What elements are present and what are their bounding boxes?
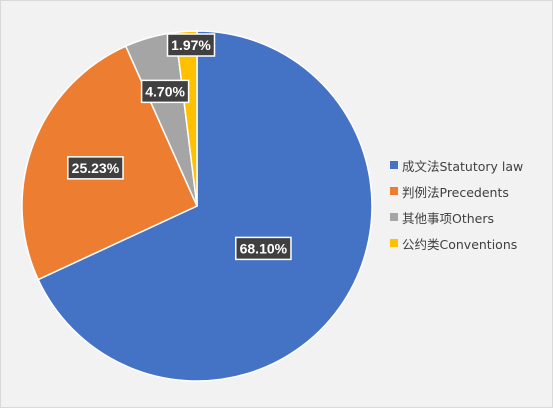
- legend-swatch-conventions: [390, 239, 398, 247]
- data-label-conventions: 1.97%: [166, 33, 216, 57]
- legend-label-conventions: 公约类Conventions: [402, 236, 518, 252]
- legend: 成文法Statutory law 判例法Precedents 其他事项Other…: [390, 152, 540, 256]
- data-label-box-precedents: [67, 156, 124, 180]
- pie-slices: [21, 30, 373, 382]
- data-label-box-others: [140, 79, 190, 104]
- data-label-box-conventions: [166, 33, 216, 57]
- legend-item-others[interactable]: 其他事项Others: [390, 204, 540, 230]
- data-label-text-others: 4.70%: [145, 83, 185, 99]
- data-labels: 68.10% 25.23% 4.70% 1.97%: [67, 33, 292, 261]
- legend-label-statutory-law: 成文法Statutory law: [402, 158, 524, 174]
- data-label-text-precedents: 25.23%: [72, 160, 120, 176]
- data-label-statutory-law: 68.10%: [235, 236, 292, 261]
- data-label-text-conventions: 1.97%: [171, 37, 211, 53]
- legend-swatch-precedents: [390, 187, 398, 195]
- pie-slice-statutory-law[interactable]: [37, 30, 373, 382]
- legend-label-others: 其他事项Others: [402, 210, 495, 226]
- legend-item-precedents[interactable]: 判例法Precedents: [390, 178, 540, 204]
- legend-item-statutory-law[interactable]: 成文法Statutory law: [390, 152, 540, 178]
- data-label-precedents: 25.23%: [67, 156, 124, 180]
- data-label-box-statutory-law: [235, 236, 292, 261]
- legend-swatch-others: [390, 213, 398, 221]
- data-label-text-statutory-law: 68.10%: [240, 240, 288, 256]
- legend-label-precedents: 判例法Precedents: [402, 184, 509, 200]
- legend-swatch-statutory-law: [390, 161, 398, 169]
- data-label-others: 4.70%: [140, 79, 190, 104]
- pie-slice-conventions[interactable]: [174, 30, 198, 207]
- legend-item-conventions[interactable]: 公约类Conventions: [390, 230, 540, 256]
